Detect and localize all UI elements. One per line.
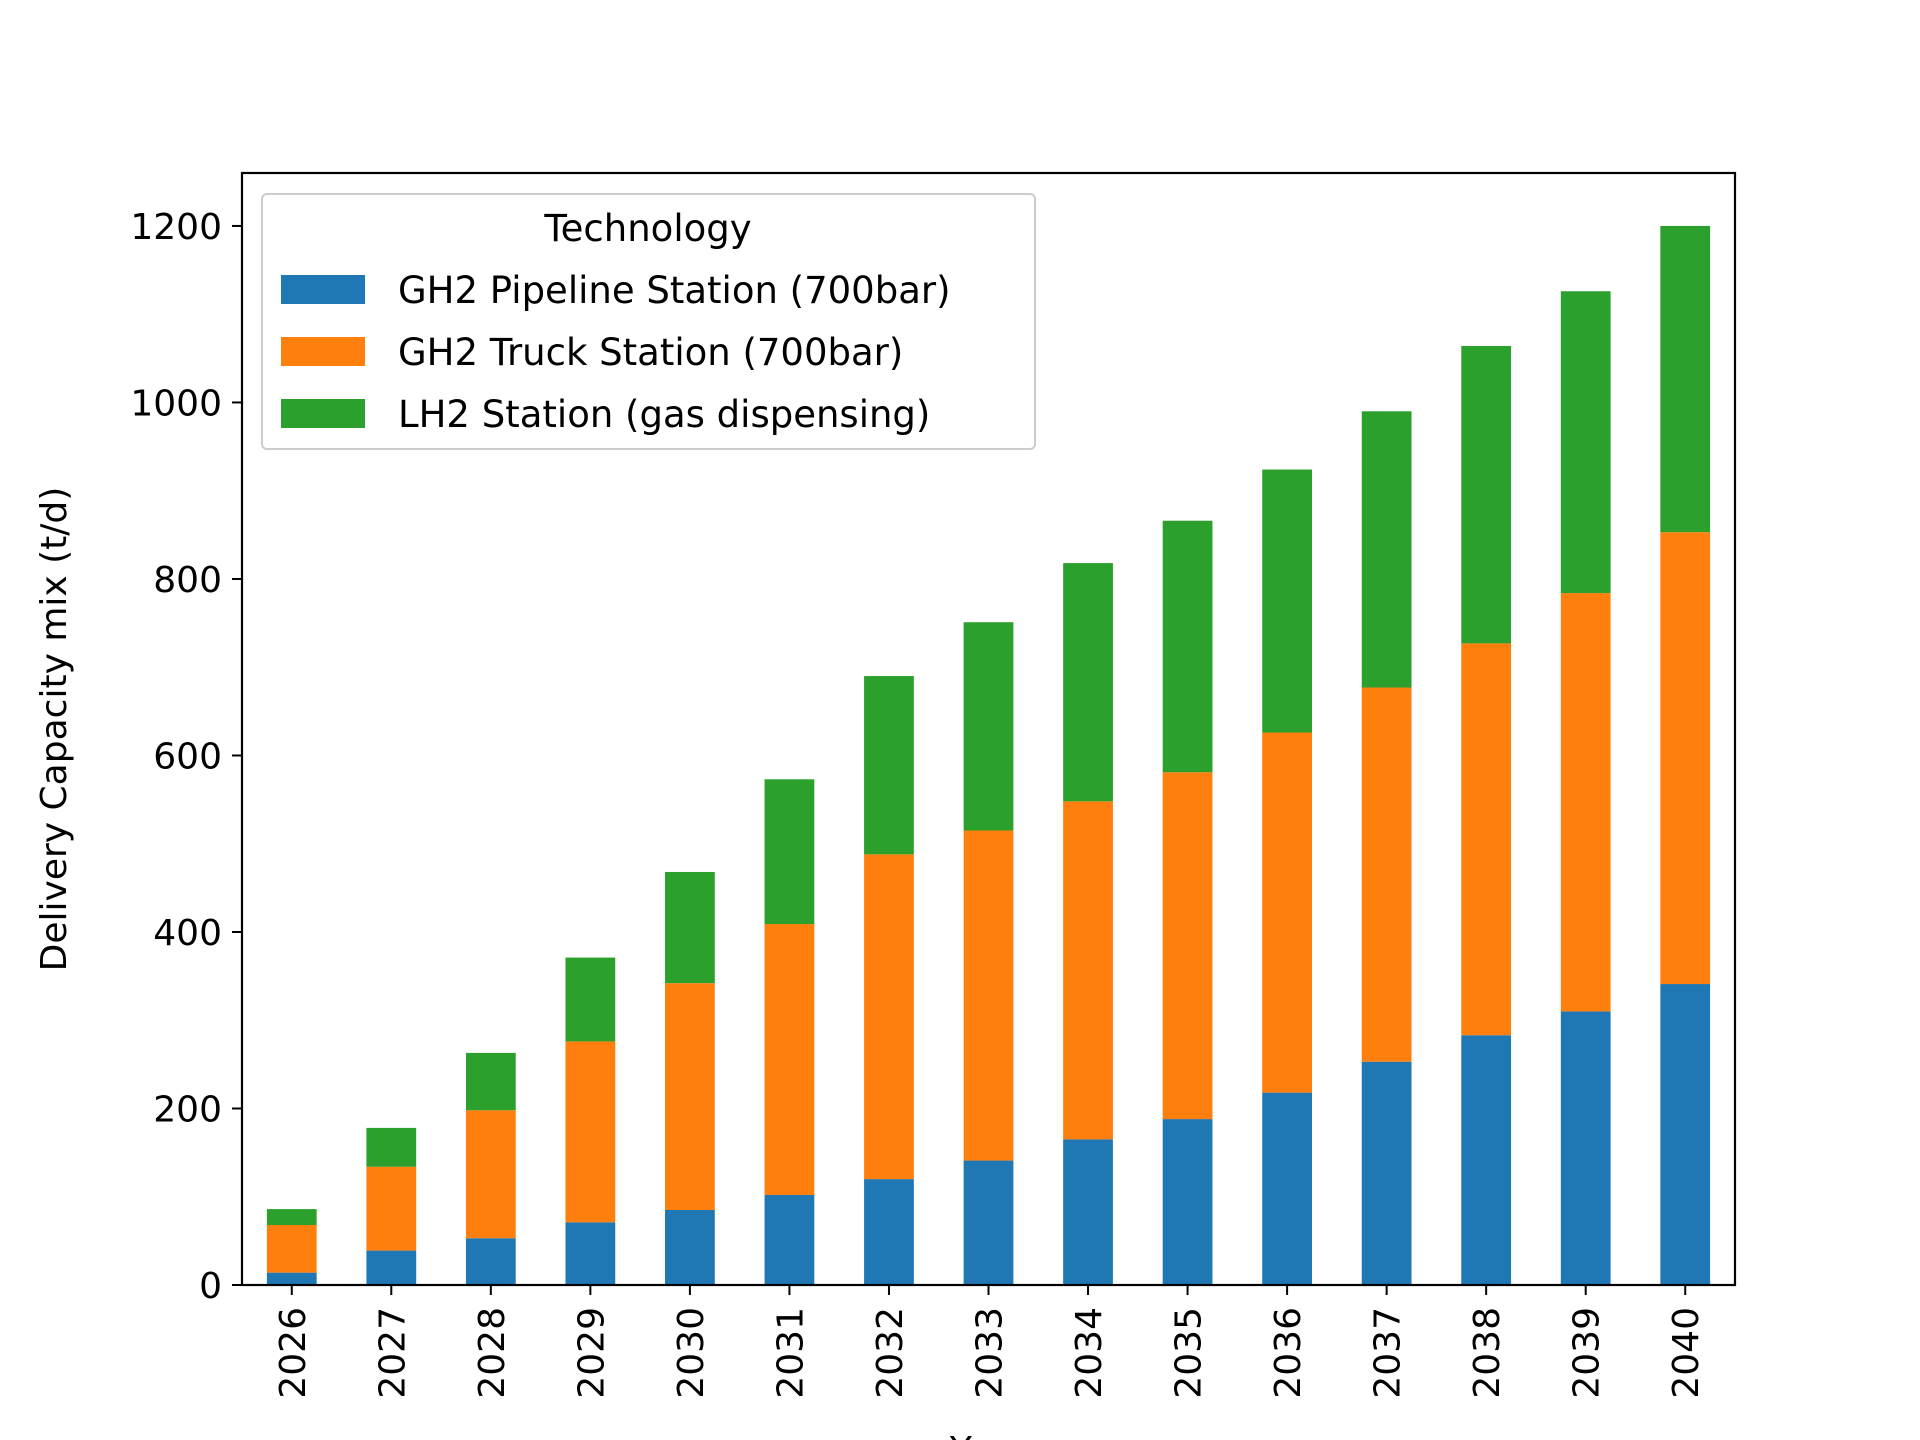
x-tick-label: 2038 [1467,1307,1508,1399]
legend-label: GH2 Truck Station (700bar) [398,331,903,374]
legend-swatch [281,399,365,428]
bar-2040-series-1 [1660,532,1711,985]
x-tick-label: 2027 [372,1307,413,1399]
bar-2027-series-1 [366,1166,417,1251]
bar-2027-series-0 [366,1250,417,1285]
y-tick-label: 200 [153,1089,222,1130]
bar-2039-series-2 [1560,291,1611,594]
bar-2028-series-2 [465,1052,516,1111]
bar-2035-series-1 [1162,772,1213,1120]
bar-2038-series-2 [1461,345,1512,644]
legend-frame [261,193,1036,450]
x-tick-label: 2035 [1169,1307,1210,1399]
bar-2031-series-0 [764,1194,815,1285]
bar-2033-series-2 [963,622,1014,831]
x-tick-label: 2030 [671,1307,712,1399]
bar-2033-series-0 [963,1160,1014,1285]
bar-2034-series-0 [1063,1139,1113,1285]
bar-2037-series-1 [1361,687,1412,1062]
legend-items: GH2 Pipeline Station (700bar) GH2 Truck S… [281,269,951,436]
legend-swatch [281,275,365,304]
x-axis: 2026 2027 2028 2029 2030 2031 2032 2033 2034 2035… [273,1285,1707,1399]
bars-group [266,225,1711,1285]
bar-2028-series-1 [465,1110,516,1239]
bar-2026-series-2 [266,1209,317,1225]
bar-2032-series-0 [864,1179,914,1285]
bar-2032-series-2 [864,676,914,855]
x-tick-label: 2040 [1666,1307,1707,1399]
legend-title: Technology [543,207,751,250]
bar-2040-series-0 [1660,984,1711,1285]
bar-2039-series-0 [1560,1011,1611,1285]
bar-2029-series-0 [565,1222,616,1285]
bar-2038-series-1 [1461,643,1512,1036]
x-tick-label: 2032 [870,1307,911,1399]
bar-2033-series-1 [963,830,1014,1161]
bar-2030-series-0 [665,1209,715,1285]
bar-2027-series-2 [366,1127,417,1167]
bar-2036-series-2 [1262,469,1312,733]
bar-2037-series-2 [1361,411,1412,688]
bar-2040-series-2 [1660,225,1711,533]
y-tick-label: 600 [153,736,222,777]
x-tick-label: 2039 [1567,1307,1608,1399]
bar-2029-series-1 [565,1041,616,1223]
bar-2031-series-1 [764,924,815,1195]
bar-2039-series-1 [1560,593,1611,1012]
bar-2034-series-1 [1063,801,1113,1140]
legend-swatch [281,337,365,366]
y-tick-label: 1200 [130,207,222,248]
x-tick-label: 2037 [1368,1307,1409,1399]
bar-2036-series-1 [1262,732,1312,1093]
legend-label: GH2 Pipeline Station (700bar) [398,269,951,312]
bar-2034-series-2 [1063,563,1113,802]
bar-2031-series-2 [764,779,815,925]
legend: Technology GH2 Pipeline Station (700bar)… [261,193,1036,450]
bar-2035-series-0 [1162,1119,1213,1285]
x-axis-label: Year [949,1430,1026,1440]
bar-2028-series-0 [465,1238,516,1285]
bar-2029-series-2 [565,957,616,1042]
bar-2032-series-1 [864,854,914,1180]
bar-2026-series-0 [266,1272,317,1285]
x-tick-label: 2034 [1069,1307,1110,1399]
y-tick-label: 0 [199,1266,222,1307]
y-axis: 0 200 400 600 800 1000 1200 [130,207,242,1307]
y-tick-label: 400 [153,913,222,954]
bar-2038-series-0 [1461,1035,1512,1285]
x-tick-label: 2026 [273,1307,314,1399]
bar-2037-series-0 [1361,1061,1412,1285]
bar-2030-series-1 [665,983,715,1210]
bar-2026-series-1 [266,1224,317,1273]
legend-label: LH2 Station (gas dispensing) [398,393,930,436]
x-tick-label: 2028 [472,1307,513,1399]
y-tick-label: 800 [153,560,222,601]
y-tick-label: 1000 [130,383,222,424]
y-axis-label: Delivery Capacity mix (t/d) [34,487,75,972]
x-tick-label: 2033 [970,1307,1011,1399]
x-tick-label: 2036 [1268,1307,1309,1399]
x-tick-label: 2031 [770,1307,811,1399]
bar-2036-series-0 [1262,1092,1312,1285]
bar-2035-series-2 [1162,520,1213,773]
x-tick-label: 2029 [571,1307,612,1399]
bar-2030-series-2 [665,871,715,984]
